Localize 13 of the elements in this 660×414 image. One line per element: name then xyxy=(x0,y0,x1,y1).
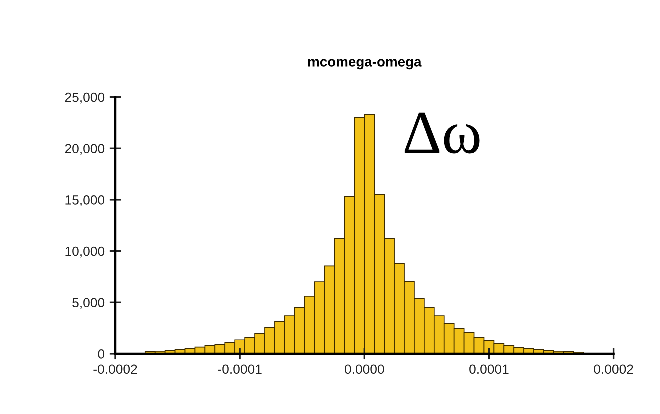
x-tick-label: -0.0002 xyxy=(94,364,138,374)
y-tick-label: 15,000 xyxy=(66,196,105,206)
x-tick-label: 0.0002 xyxy=(594,364,634,374)
y-tick-label: 5,000 xyxy=(72,298,105,310)
x-tick-label: 0.0000 xyxy=(344,364,384,374)
x-tick-label: -0.0001 xyxy=(218,364,262,374)
annotation: Δω xyxy=(404,112,480,154)
y-tick-label: 20,000 xyxy=(65,144,105,156)
x-tick-label: 0.0001 xyxy=(470,364,509,374)
y-tick-label: 25,000 xyxy=(65,92,105,104)
y-tick-label: 10,000 xyxy=(66,246,105,258)
y-tick-label: 0 xyxy=(98,350,105,359)
chart-title: mcomega-omega xyxy=(308,59,422,70)
